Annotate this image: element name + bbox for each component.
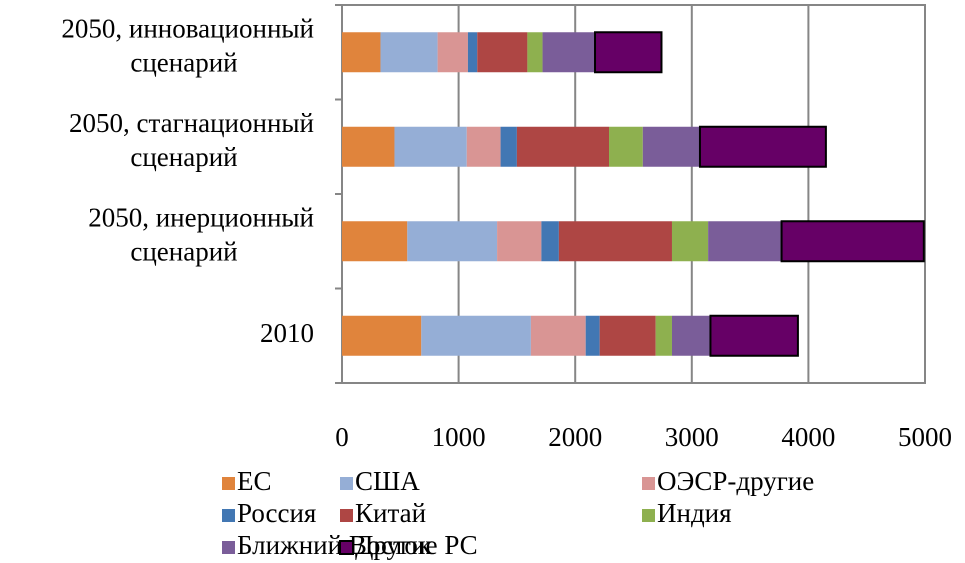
bar-segment bbox=[497, 221, 542, 262]
x-tick-label: 1000 bbox=[432, 422, 486, 452]
bar-segment bbox=[467, 32, 478, 73]
bar-segment bbox=[477, 32, 528, 73]
bar-segment bbox=[709, 314, 799, 357]
legend-label: Россия bbox=[237, 498, 316, 528]
legend-swatch bbox=[339, 540, 354, 555]
bar-segment bbox=[466, 126, 501, 167]
bar-segment bbox=[599, 315, 656, 356]
y-tick-label: сценарий bbox=[130, 47, 237, 77]
legend-swatch bbox=[642, 509, 655, 522]
bar-segment bbox=[342, 32, 381, 73]
bar-segment bbox=[541, 221, 559, 262]
y-tick-label: сценарий bbox=[130, 236, 237, 266]
bar-segment bbox=[642, 126, 700, 167]
legend-label: Индия bbox=[657, 498, 732, 528]
bar-segment bbox=[780, 220, 925, 263]
bar-segment bbox=[407, 221, 498, 262]
bar-segment bbox=[394, 126, 467, 167]
x-tick-label: 2000 bbox=[548, 422, 602, 452]
y-tick-label: 2050, инерционный bbox=[88, 202, 314, 232]
legend-swatch bbox=[340, 509, 353, 522]
bar-segment bbox=[671, 221, 709, 262]
legend-label: Ближний Восток bbox=[237, 530, 432, 560]
bar-segment bbox=[437, 32, 468, 73]
legend-label: ЕС bbox=[237, 466, 272, 496]
y-tick-label: сценарий bbox=[130, 142, 237, 172]
bar-segment bbox=[342, 221, 408, 262]
bar-segment bbox=[542, 32, 596, 73]
bar-segment bbox=[708, 221, 782, 262]
bar-segment bbox=[516, 126, 610, 167]
legend-label: США bbox=[355, 466, 420, 496]
y-tick-label: 2010 bbox=[260, 318, 314, 348]
y-tick-label: 2050, инновационный bbox=[61, 13, 314, 43]
bar-segment bbox=[342, 126, 395, 167]
legend-swatch bbox=[222, 509, 235, 522]
x-tick-label: 0 bbox=[335, 422, 349, 452]
x-tick-label: 5000 bbox=[898, 422, 952, 452]
legend-swatch bbox=[642, 477, 655, 490]
bar-segment bbox=[698, 125, 827, 168]
bar-segment bbox=[530, 315, 586, 356]
bar-segment bbox=[594, 31, 663, 74]
legend-label: Китай bbox=[355, 498, 426, 528]
bar-segment bbox=[500, 126, 517, 167]
bar-segment bbox=[655, 315, 672, 356]
x-tick-label: 4000 bbox=[781, 422, 835, 452]
bar-segment bbox=[558, 221, 672, 262]
legend-swatch bbox=[222, 541, 235, 554]
bar-segment bbox=[609, 126, 643, 167]
bar-segment bbox=[671, 315, 711, 356]
legend-swatch bbox=[222, 477, 235, 490]
legend-label: ОЭСР-другие bbox=[657, 466, 814, 496]
legend-swatch bbox=[340, 477, 353, 490]
bar-segment bbox=[585, 315, 600, 356]
legend-label: Другие РС bbox=[355, 530, 478, 560]
bar-segment bbox=[342, 315, 422, 356]
bar-segment bbox=[527, 32, 543, 73]
x-tick-label: 3000 bbox=[665, 422, 719, 452]
y-tick-label: 2050, стагнационный bbox=[69, 108, 314, 138]
bar-segment bbox=[421, 315, 531, 356]
bar-segment bbox=[380, 32, 438, 73]
